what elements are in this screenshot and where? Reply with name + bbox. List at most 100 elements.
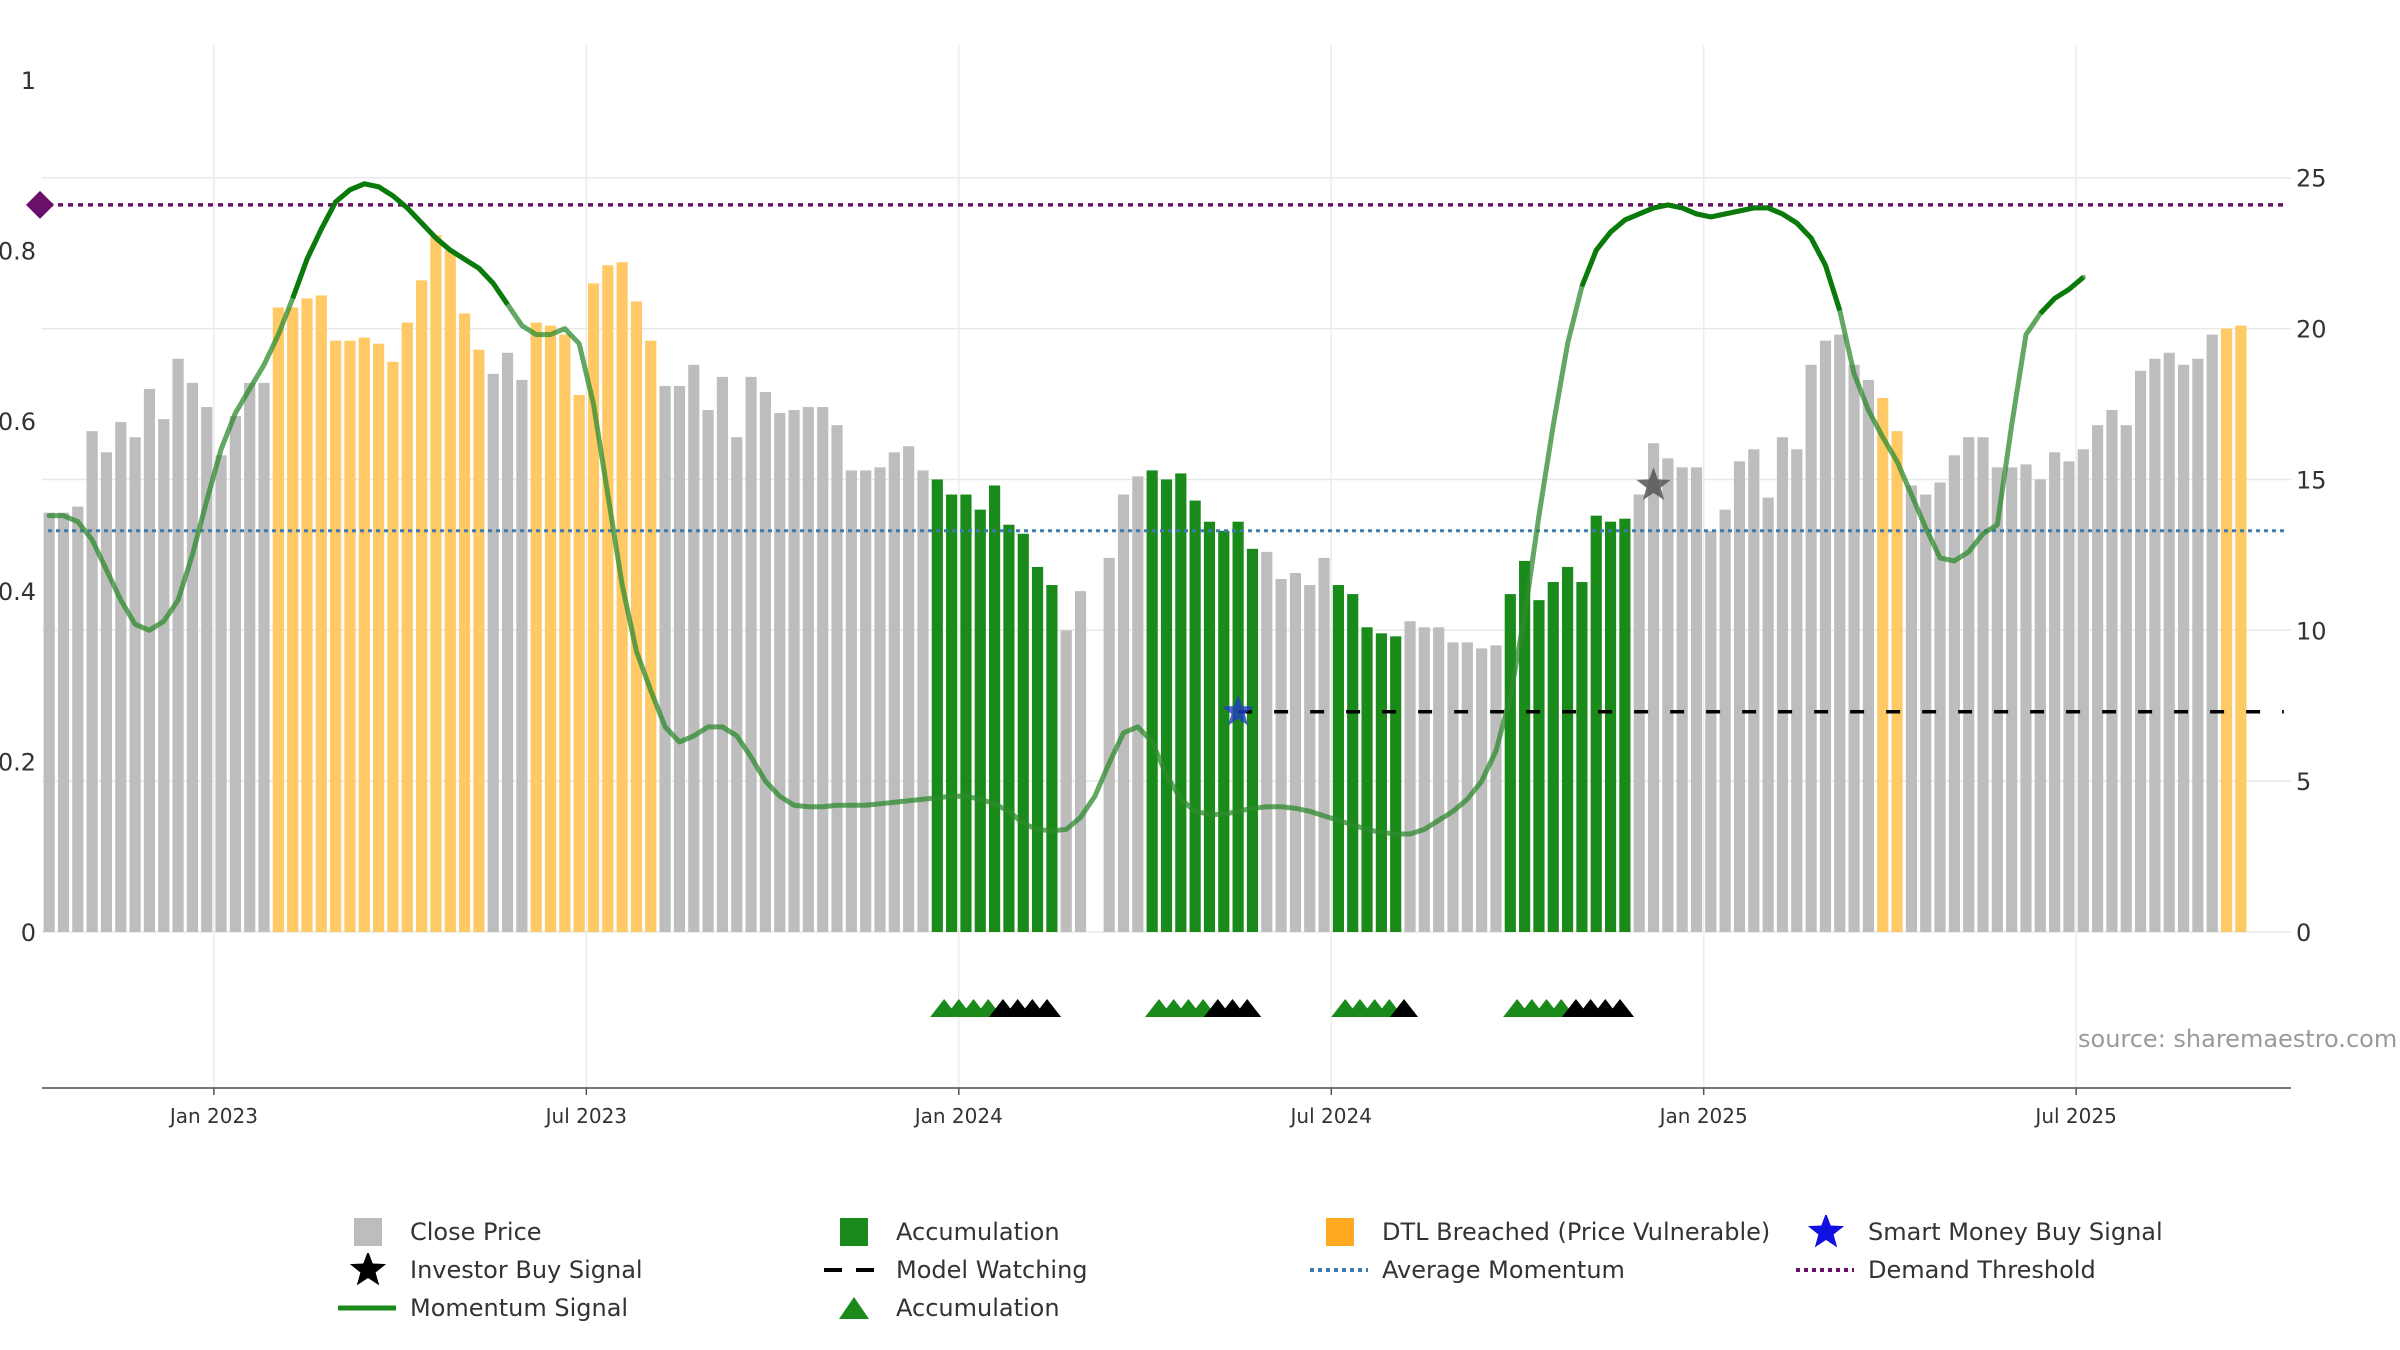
close-price-bar <box>1418 627 1430 932</box>
accumulation-bar <box>960 494 972 932</box>
legend-close-price: Close Price <box>336 1215 542 1249</box>
close-price-bar <box>201 407 213 933</box>
accumulation-bar <box>1604 521 1617 932</box>
legend-dotted-line <box>1308 1253 1370 1287</box>
accumulation-bar <box>1232 521 1244 932</box>
legend-star <box>1807 1213 1845 1248</box>
star-icon <box>1794 1213 1856 1249</box>
accumulation-bar <box>1046 585 1058 932</box>
legend-label: Accumulation <box>896 1294 1060 1322</box>
legend-symbol <box>349 1251 387 1286</box>
accumulation-bar <box>1519 560 1531 932</box>
legend-smart-money-buy-signal: Smart Money Buy Signal <box>1794 1213 2163 1249</box>
x-tick-label: Jul 2025 <box>2033 1104 2116 1128</box>
legend-square <box>840 1218 868 1246</box>
legend-momentum-line <box>336 1291 398 1325</box>
dtl-breached-bar <box>430 235 442 933</box>
left-axis-tick-label: 0.8 <box>0 237 36 265</box>
close-price-bar <box>673 385 686 933</box>
dtl-breached-bar <box>458 313 471 932</box>
accumulation-bar <box>1146 470 1158 932</box>
legend-square <box>354 1218 382 1246</box>
accumulation-bar <box>1218 530 1230 932</box>
x-tick-label: Jan 2024 <box>913 1104 1003 1128</box>
dtl-breached-bar <box>2220 328 2233 932</box>
close-price-bar <box>1819 340 1832 933</box>
close-price-bar <box>244 382 256 932</box>
legend-momentum-signal: Momentum Signal <box>336 1291 628 1325</box>
legend-accumulation-swatch <box>822 1215 884 1249</box>
accumulation-bar <box>974 509 986 932</box>
dtl-breached-bar <box>573 394 585 932</box>
accumulation-bar <box>1347 594 1359 932</box>
close-price-bar <box>1132 476 1144 932</box>
dtl-breached-bar <box>530 322 542 932</box>
close-price-bar <box>2106 410 2118 932</box>
legend-triangle <box>839 1297 869 1319</box>
close-price-bar <box>86 431 98 932</box>
dtl-breached-bar <box>287 307 299 932</box>
close-price-bar <box>516 379 528 932</box>
close-price-bar <box>1060 630 1072 932</box>
watching-triangle <box>1606 999 1635 1017</box>
close-price-bar <box>731 437 743 932</box>
left-axis-tick-label: 0.4 <box>0 578 36 606</box>
close-price-bar <box>2077 449 2089 932</box>
watching-triangle <box>1033 999 1062 1017</box>
legend-symbol <box>338 1305 396 1311</box>
momentum-signal-strong-segment <box>1579 202 1843 312</box>
accumulation-bar <box>1390 636 1402 932</box>
demand-threshold-marker <box>26 190 54 219</box>
close-price-bar <box>903 446 915 932</box>
close-price-bar <box>2192 358 2204 933</box>
close-price-bar <box>215 455 227 932</box>
close-price-bar <box>2120 425 2132 932</box>
close-price-bar <box>831 425 843 932</box>
accumulation-bar <box>1175 473 1187 932</box>
accumulation-bar <box>1361 627 1373 932</box>
close-price-bar <box>1647 443 1660 932</box>
close-price-bar <box>702 410 714 932</box>
source-label: source: sharemaestro.com <box>2078 1025 2398 1053</box>
legend-label: Close Price <box>410 1218 542 1246</box>
close-price-bar <box>172 358 184 933</box>
legend-model-watching: Model Watching <box>822 1253 1088 1287</box>
close-price-bar <box>759 391 771 932</box>
right-axis-tick-label: 20 <box>2296 316 2327 344</box>
close-price-bar <box>115 422 127 932</box>
legend-label: Accumulation <box>896 1218 1060 1246</box>
legend-investor-buy-signal: Investor Buy Signal <box>336 1251 643 1287</box>
close-price-bar <box>1690 467 1703 932</box>
left-axis-tick-label: 0.6 <box>0 408 36 436</box>
accumulation-bar <box>1031 566 1044 932</box>
legend-average-momentum: Average Momentum <box>1308 1253 1625 1287</box>
left-axis-tick-label: 1 <box>21 67 36 95</box>
accumulation-bar <box>1375 633 1387 932</box>
accumulation-bar <box>1017 533 1029 932</box>
legend-star <box>349 1251 387 1286</box>
dtl-breached-bar <box>630 301 643 933</box>
smart-money-buy-signal-star <box>1222 694 1255 726</box>
investor-buy-signal-star <box>1636 467 1671 500</box>
legend-accumulation-triangle: Accumulation <box>822 1291 1060 1325</box>
dtl-breached-bar <box>616 262 628 932</box>
accumulation-bar <box>1504 594 1516 932</box>
dtl-breached-bar <box>645 340 657 933</box>
legend-label: Demand Threshold <box>1868 1256 2096 1284</box>
right-axis-tick-label: 0 <box>2296 919 2311 947</box>
momentum-signal-strong-segment <box>2038 275 2085 316</box>
close-price-bar <box>1404 621 1416 932</box>
momentum-signal-strong-segment <box>290 181 510 306</box>
close-price-bar <box>774 413 786 932</box>
legend-dash-line <box>822 1253 884 1287</box>
close-price-bar <box>186 382 198 932</box>
close-price-bar <box>1948 455 1960 932</box>
close-price-bar <box>888 452 900 932</box>
dtl-breached-bar <box>358 337 370 932</box>
legend-symbol <box>1326 1218 1354 1246</box>
close-price-bar <box>1275 579 1287 932</box>
accumulation-bar <box>1562 566 1574 932</box>
close-price-bar <box>1662 458 1674 932</box>
close-price-bar <box>1848 364 1860 932</box>
